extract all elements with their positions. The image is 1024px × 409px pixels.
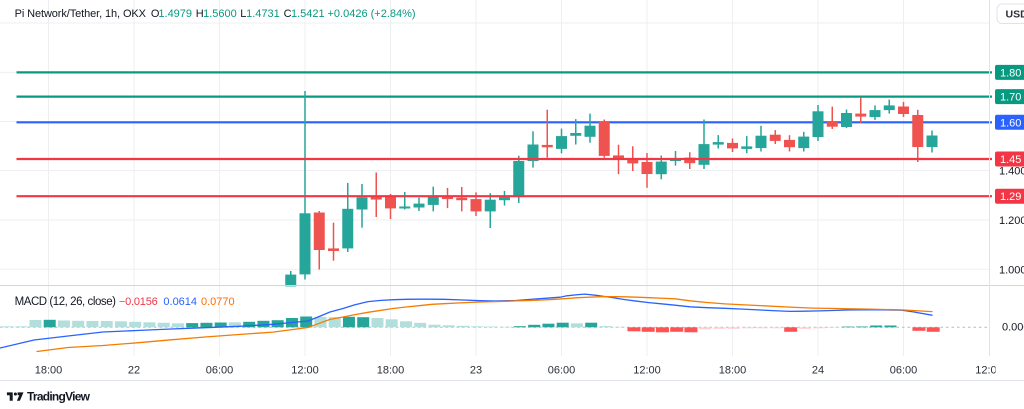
svg-text:12:00: 12:00 bbox=[291, 365, 319, 377]
svg-text:1.000: 1.000 bbox=[999, 264, 1024, 276]
svg-text:06:00: 06:00 bbox=[548, 365, 576, 377]
svg-text:1.70: 1.70 bbox=[1000, 92, 1021, 104]
svg-text:0.0614: 0.0614 bbox=[163, 296, 197, 308]
svg-text:H: H bbox=[196, 8, 204, 20]
svg-text:1.45: 1.45 bbox=[1000, 154, 1021, 166]
svg-text:L: L bbox=[240, 8, 246, 20]
svg-text:1.29: 1.29 bbox=[1000, 191, 1021, 203]
svg-text:O: O bbox=[151, 8, 160, 20]
svg-text:0.000: 0.000 bbox=[1002, 322, 1024, 334]
svg-text:1.80: 1.80 bbox=[1000, 67, 1021, 79]
svg-text:C: C bbox=[284, 8, 292, 20]
svg-text:18:00: 18:00 bbox=[719, 365, 747, 377]
svg-text:MACD (12, 26, close): MACD (12, 26, close) bbox=[15, 296, 117, 308]
svg-text:1.4731: 1.4731 bbox=[246, 8, 280, 20]
svg-text:22: 22 bbox=[128, 365, 140, 377]
svg-text:12:00: 12:00 bbox=[975, 365, 1003, 377]
svg-text:18:00: 18:00 bbox=[377, 365, 405, 377]
svg-text:+0.0426 (+2.84%): +0.0426 (+2.84%) bbox=[328, 8, 416, 20]
svg-text:Pi Network/Tether, 1h, OKX: Pi Network/Tether, 1h, OKX bbox=[15, 8, 147, 20]
svg-text:0.0770: 0.0770 bbox=[201, 296, 235, 308]
svg-text:1.200: 1.200 bbox=[999, 215, 1024, 227]
svg-text:1.5600: 1.5600 bbox=[203, 8, 237, 20]
svg-text:1.60: 1.60 bbox=[1000, 117, 1021, 129]
svg-text:12:00: 12:00 bbox=[633, 365, 661, 377]
svg-text:1.4979: 1.4979 bbox=[158, 8, 192, 20]
svg-text:1.5421: 1.5421 bbox=[291, 8, 325, 20]
svg-text:USDT: USDT bbox=[1006, 9, 1024, 21]
svg-text:23: 23 bbox=[470, 365, 482, 377]
svg-text:1.400: 1.400 bbox=[999, 166, 1024, 178]
svg-text:−0.0156: −0.0156 bbox=[119, 296, 158, 308]
svg-text:24: 24 bbox=[812, 365, 824, 377]
svg-text:18:00: 18:00 bbox=[35, 365, 63, 377]
svg-text:06:00: 06:00 bbox=[206, 365, 234, 377]
svg-text:06:00: 06:00 bbox=[890, 365, 918, 377]
svg-text:TradingView: TradingView bbox=[27, 390, 91, 404]
